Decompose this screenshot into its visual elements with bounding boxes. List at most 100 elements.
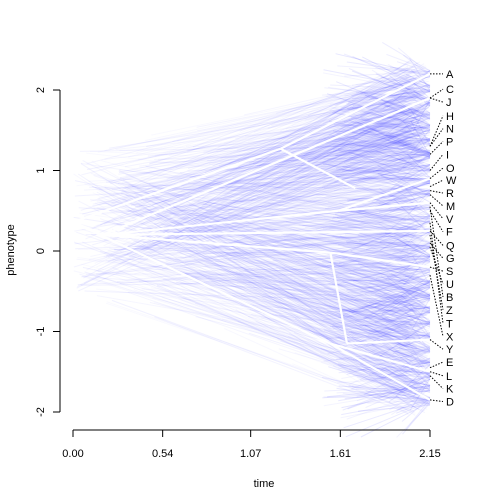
density-line xyxy=(403,137,431,140)
density-line xyxy=(235,111,410,140)
density-line xyxy=(388,136,431,155)
tip-leader xyxy=(429,167,444,179)
density-line xyxy=(359,164,431,174)
density-line xyxy=(335,53,431,77)
density-line xyxy=(154,316,409,414)
density-line xyxy=(343,188,431,191)
density-line xyxy=(374,294,431,314)
density-line xyxy=(83,170,406,191)
density-line xyxy=(275,78,414,114)
density-line xyxy=(332,279,431,282)
density-line xyxy=(327,178,430,208)
density-line xyxy=(272,125,411,193)
density-line xyxy=(359,362,431,366)
density-line xyxy=(179,252,409,338)
density-line xyxy=(88,75,412,231)
density-line xyxy=(351,159,431,173)
density-line xyxy=(404,117,431,130)
density-line xyxy=(286,126,423,170)
density-line xyxy=(387,242,431,249)
density-line xyxy=(119,160,416,219)
density-line xyxy=(396,157,431,168)
density-line xyxy=(79,144,422,152)
density-line xyxy=(84,271,409,378)
density-line xyxy=(235,271,415,346)
tip-leader xyxy=(429,361,444,369)
density-line xyxy=(328,204,429,230)
density-line xyxy=(305,264,412,310)
density-line xyxy=(412,99,431,132)
density-line xyxy=(232,70,415,178)
density-line xyxy=(230,189,421,201)
density-line xyxy=(401,102,431,131)
density-line xyxy=(340,400,431,419)
density-line xyxy=(364,341,431,376)
density-line xyxy=(200,221,409,231)
density-line xyxy=(396,399,431,414)
density-line xyxy=(311,263,424,276)
density-line xyxy=(181,129,406,187)
density-line xyxy=(277,293,423,330)
density-line xyxy=(378,223,431,255)
density-line xyxy=(145,165,418,226)
density-line xyxy=(336,359,431,363)
density-line xyxy=(347,90,431,111)
density-line xyxy=(374,281,431,308)
density-line xyxy=(332,365,431,403)
density-line xyxy=(108,109,420,183)
density-line xyxy=(323,69,431,92)
density-line xyxy=(403,255,431,286)
tip-leader xyxy=(429,242,444,259)
density-line xyxy=(338,362,431,374)
density-line xyxy=(147,227,407,245)
density-line xyxy=(119,122,415,179)
density-line xyxy=(260,227,412,245)
density-line xyxy=(323,301,431,336)
density-line xyxy=(73,216,421,271)
density-line xyxy=(405,77,431,89)
density-line xyxy=(403,271,431,286)
density-line xyxy=(369,280,431,320)
density-line xyxy=(219,252,424,388)
density-line xyxy=(407,375,431,395)
density-line xyxy=(382,74,431,109)
density-line xyxy=(178,228,410,281)
density-line xyxy=(350,342,431,353)
density-line xyxy=(207,103,413,155)
density-line xyxy=(87,108,406,170)
density-line xyxy=(237,321,425,402)
density-line xyxy=(248,315,412,361)
density-line xyxy=(337,148,431,157)
density-line xyxy=(356,212,431,223)
density-line xyxy=(120,177,420,230)
density-line xyxy=(379,219,431,251)
density-line xyxy=(159,138,409,232)
density-line xyxy=(93,102,430,228)
density-line xyxy=(122,113,406,232)
density-line xyxy=(143,198,415,244)
density-line xyxy=(346,242,431,247)
density-line xyxy=(375,202,431,225)
density-line xyxy=(343,128,431,164)
density-line xyxy=(363,333,431,359)
density-line xyxy=(181,212,418,358)
density-line xyxy=(405,398,431,430)
density-line xyxy=(363,358,431,396)
density-line xyxy=(271,95,420,126)
density-line xyxy=(295,102,422,174)
density-line xyxy=(350,156,431,164)
density-line xyxy=(96,232,413,374)
density-line xyxy=(231,218,420,225)
density-line xyxy=(329,89,431,105)
density-line xyxy=(154,147,421,160)
density-line xyxy=(360,92,431,100)
density-line xyxy=(347,73,431,105)
density-line xyxy=(369,374,431,387)
density-line xyxy=(222,283,421,328)
density-line xyxy=(340,188,431,219)
density-line xyxy=(392,242,431,255)
density-line xyxy=(320,128,417,164)
tip-label: F xyxy=(446,227,453,239)
branch-line xyxy=(338,201,431,212)
density-line xyxy=(364,324,431,337)
